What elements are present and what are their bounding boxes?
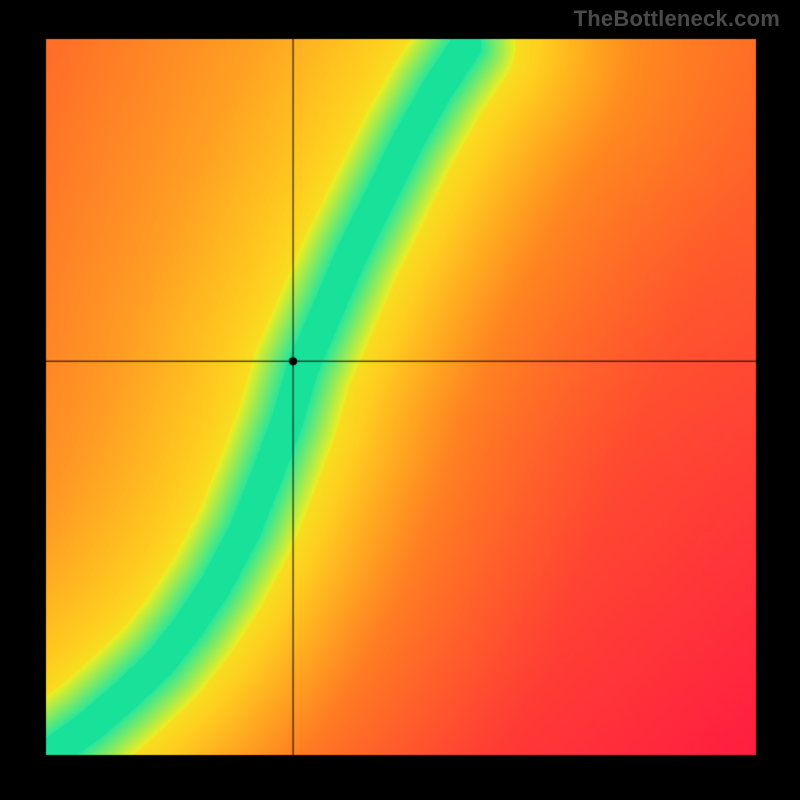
chart-container: TheBottleneck.com [0, 0, 800, 800]
watermark-text: TheBottleneck.com [574, 6, 780, 32]
bottleneck-heatmap-canvas [0, 0, 800, 800]
